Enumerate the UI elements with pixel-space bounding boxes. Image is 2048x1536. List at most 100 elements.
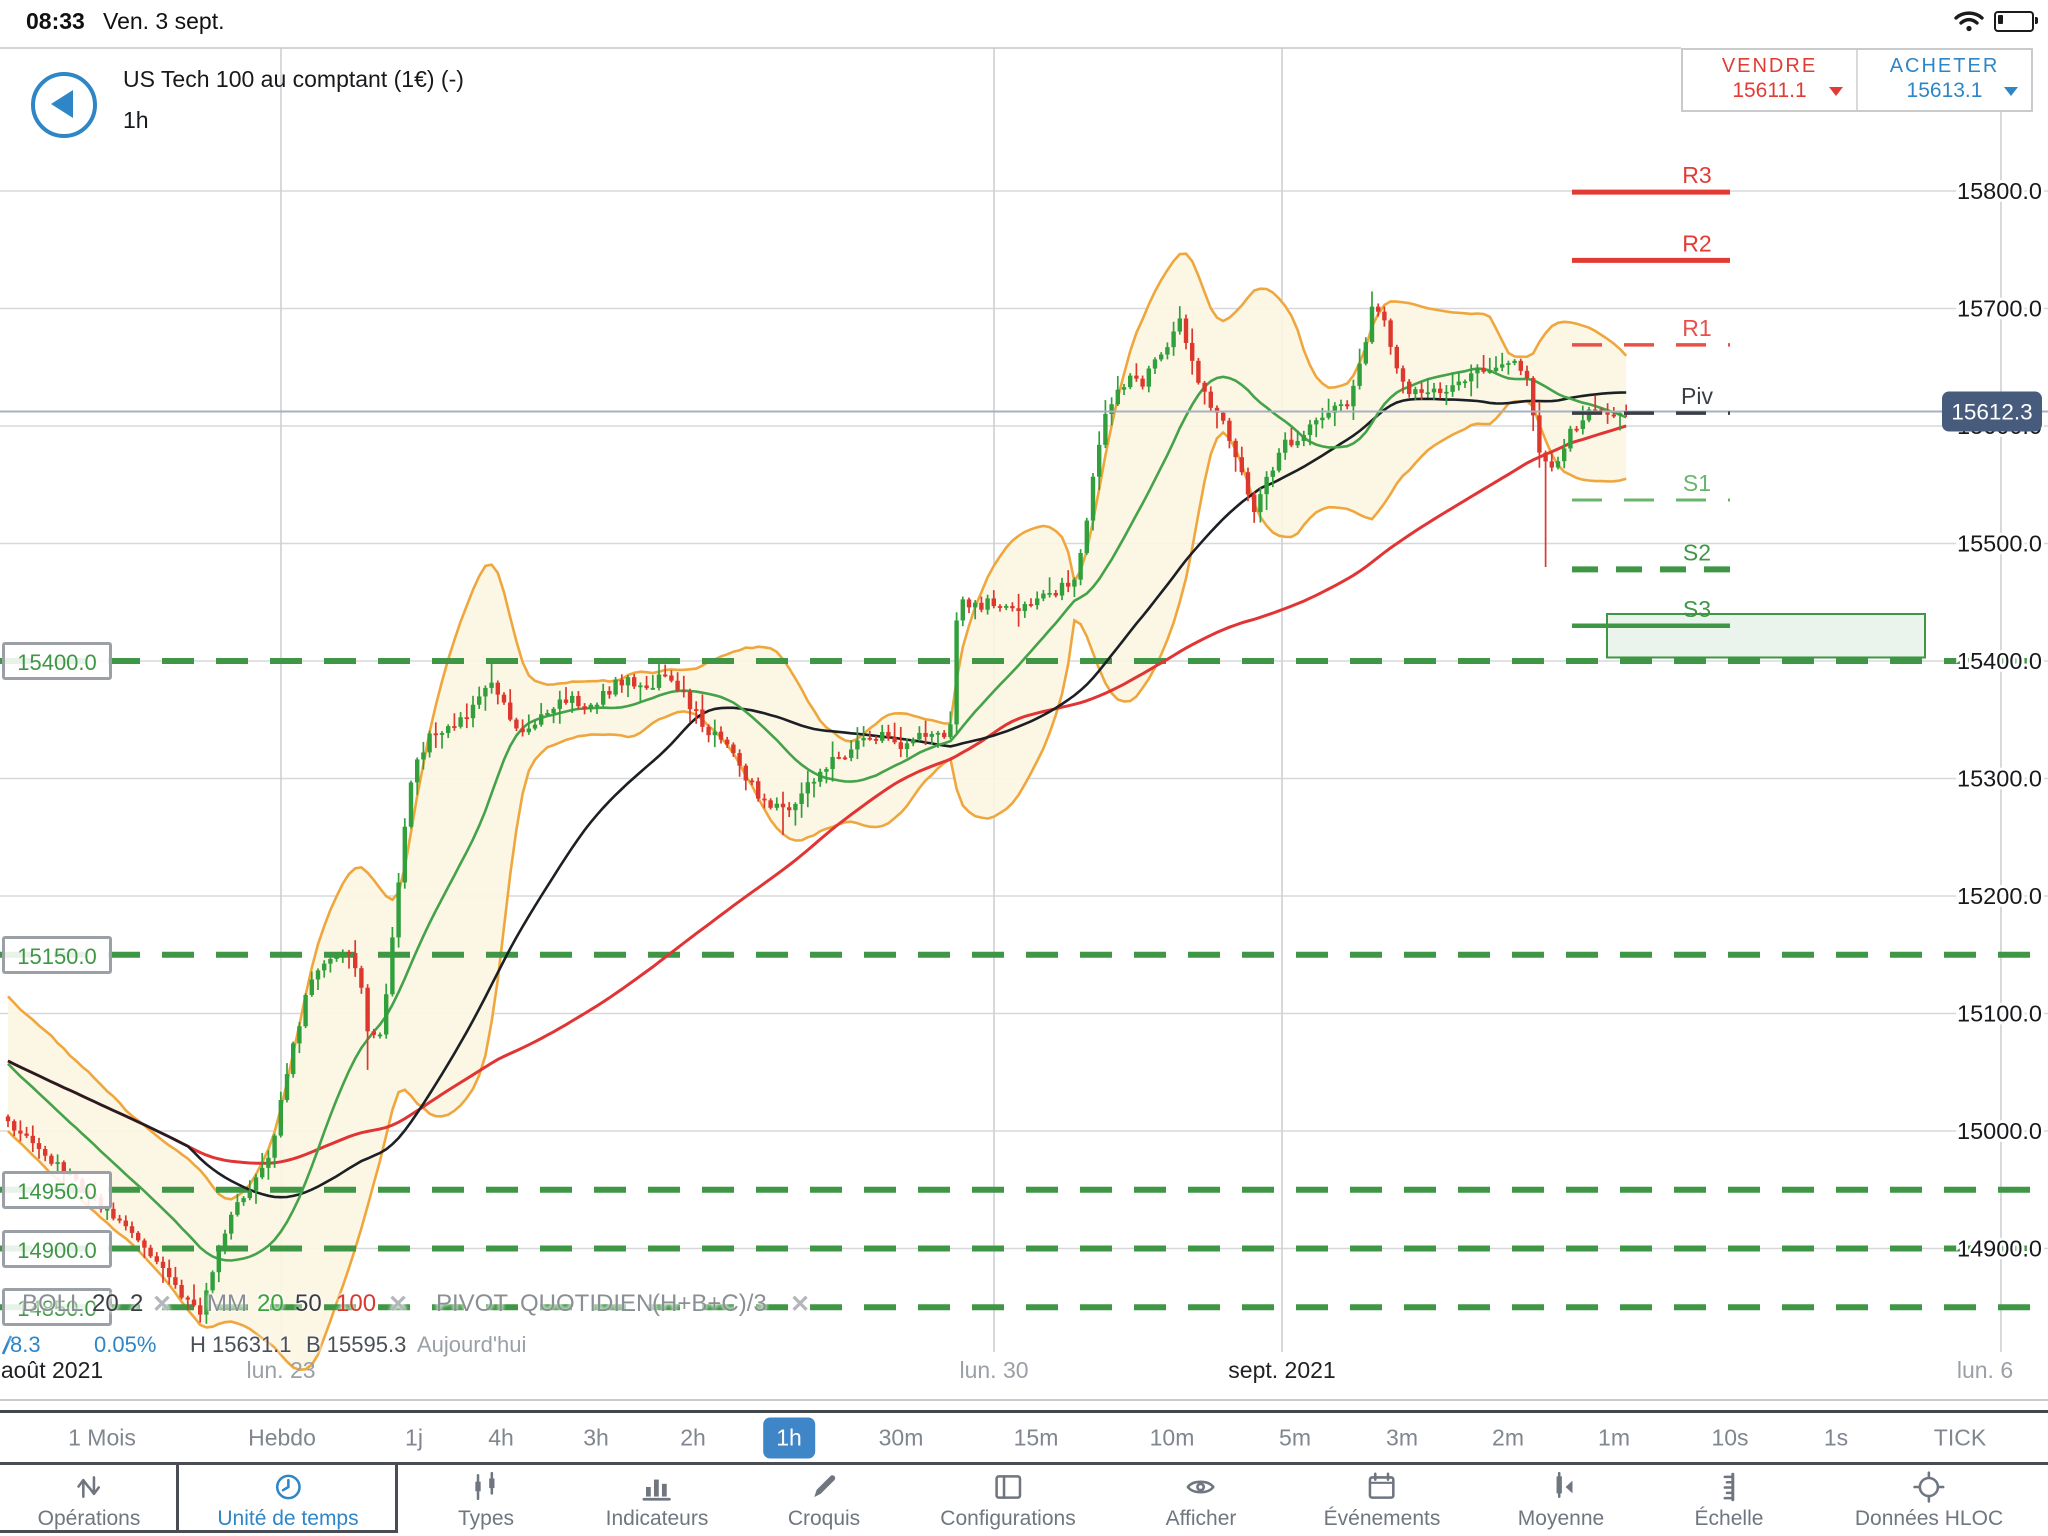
- toolbar-cell-border: [0, 1462, 179, 1533]
- mm50-line: [7, 391, 1627, 1199]
- stat-H-15631-1: H 15631.1: [190, 1332, 292, 1357]
- operations-icon: [38, 1470, 141, 1504]
- timeframe-1-mois[interactable]: 1 Mois: [68, 1424, 136, 1450]
- eye-icon: [1166, 1470, 1237, 1504]
- toolbar-item-layout[interactable]: Configurations: [940, 1470, 1076, 1531]
- indicator-remove-button[interactable]: ✕: [388, 1291, 409, 1318]
- timeframe-1j[interactable]: 1j: [405, 1424, 423, 1450]
- timeframe-30m[interactable]: 30m: [878, 1424, 924, 1450]
- toolbar-item-eye[interactable]: Afficher: [1165, 1470, 1237, 1531]
- time-axis: août 2021 lun. 23 lun. 30 sept. 2021 lun. 6: [0, 1354, 2013, 1386]
- price-axis: 15800.015700.015600.015500.015400.015300…: [1942, 175, 2045, 1265]
- status-date: Ven. 3 sept.: [103, 8, 225, 34]
- clock-icon: [217, 1470, 358, 1504]
- timeframe-1s[interactable]: 1s: [1823, 1424, 1849, 1450]
- indicator-remove-button[interactable]: ✕: [790, 1291, 811, 1318]
- sell-price: 15611.1: [1732, 79, 1807, 102]
- back-button[interactable]: [31, 72, 97, 138]
- stat-0-05-: 0.05%: [94, 1332, 157, 1357]
- moving-averages: [7, 367, 1627, 1262]
- toolbar-item-label: Événements: [1323, 1507, 1441, 1530]
- price-level-tag: 15150.0: [2, 935, 112, 974]
- timeframe-hebdo[interactable]: Hebdo: [248, 1424, 316, 1450]
- pivot-s3-zone: [1606, 613, 1926, 659]
- toolbar-item-operations[interactable]: Opérations: [38, 1470, 141, 1531]
- change-sparkline-icon: [1, 1335, 13, 1355]
- target-icon: [1855, 1470, 2003, 1504]
- buy-button[interactable]: ACHETER 15613.1: [1856, 50, 2031, 110]
- toolbar-item-target[interactable]: Données HLOC: [1855, 1470, 2003, 1531]
- pivot-label-S3: S3: [1683, 596, 1711, 622]
- price-axis-label: 15100.0: [1957, 1001, 2042, 1027]
- toolbar-item-candles[interactable]: Types: [458, 1470, 514, 1531]
- indicator-label: MM: [207, 1290, 247, 1317]
- price-level-tag: 14900.0: [2, 1229, 112, 1268]
- time-label: lun. 30: [959, 1357, 1028, 1383]
- timeframe-10s[interactable]: 10s: [1711, 1424, 1749, 1450]
- bars-icon: [606, 1470, 709, 1504]
- indicator-label: 20: [257, 1290, 284, 1317]
- toolbar-item-pencil[interactable]: Croquis: [788, 1470, 860, 1531]
- pivot-label-R3: R3: [1682, 162, 1711, 188]
- timeframe-tick[interactable]: TICK: [1933, 1424, 1987, 1450]
- indicator-label: 100: [336, 1290, 377, 1317]
- timeframe-1m[interactable]: 1m: [1598, 1424, 1630, 1450]
- toolbar-item-bars[interactable]: Indicateurs: [606, 1470, 709, 1531]
- mm100-line: [7, 424, 1627, 1165]
- pivot-label-R1: R1: [1682, 315, 1711, 341]
- toolbar-item-clock[interactable]: Unité de temps: [217, 1470, 359, 1531]
- session-stats: 8.3 0.05% H 15631.1 B 15595.3 Aujourd'hui: [0, 1332, 2048, 1360]
- price-axis-label: 15200.0: [1957, 883, 2042, 909]
- timeframe-2m[interactable]: 2m: [1492, 1424, 1524, 1450]
- indicator-label: 50: [295, 1290, 322, 1317]
- timeframe-5m[interactable]: 5m: [1279, 1424, 1311, 1450]
- pivot-label-Piv: Piv: [1681, 383, 1713, 409]
- toolbar-item-label: Croquis: [787, 1507, 861, 1530]
- status-time: 08:33: [26, 8, 85, 34]
- timeframe-15m[interactable]: 15m: [1013, 1424, 1059, 1450]
- time-label: août 2021: [1, 1357, 103, 1383]
- price-level-tag: 14950.0: [2, 1170, 112, 1209]
- toolbar-item-label: Unité de temps: [217, 1507, 359, 1530]
- indicator-remove-button[interactable]: ✕: [152, 1291, 173, 1318]
- bottom-toolbar: Opérations Unité de temps Types Indicateurs…: [0, 1462, 2048, 1536]
- instrument-title: US Tech 100 au comptant (1€) (-): [123, 66, 464, 92]
- price-axis-label: 15500.0: [1957, 531, 2042, 557]
- average-icon: [1518, 1470, 1604, 1504]
- timeframe-3m[interactable]: 3m: [1386, 1424, 1418, 1450]
- chart-interval-label: 1h: [123, 107, 149, 133]
- indicator-label: 2: [130, 1290, 144, 1317]
- sell-caret-icon: [1829, 87, 1843, 96]
- indicator-label: QUOTIDIEN: [520, 1290, 654, 1317]
- timeframe-bar: 1 Mois Hebdo 1j 4h 3h 2h 1h 30m 15m 10m 5m 3m 2m 1m 10…: [0, 1413, 2048, 1462]
- time-label: lun. 23: [246, 1357, 315, 1383]
- indicator-bar: BOLL 20 2 ✕ MM 20 50 100 ✕ PIVOT QUOTIDIEN (H+B+C)/…: [0, 1290, 2048, 1326]
- price-chart[interactable]: R3 R2 R1 Piv S1 S2 S3 août 2021 lun. 23 lun. 30 se…: [0, 0, 2048, 1412]
- timeframe-3h[interactable]: 3h: [583, 1424, 609, 1450]
- buy-caret-icon: [2004, 87, 2018, 96]
- pivot-label-S1: S1: [1683, 470, 1711, 496]
- toolbar-item-label: Moyenne: [1517, 1507, 1605, 1530]
- indicator-label: BOLL: [22, 1290, 84, 1317]
- pivot-label-R2: R2: [1682, 230, 1711, 256]
- toolbar-item-ruler[interactable]: Échelle: [1695, 1470, 1763, 1531]
- time-label: lun. 6: [1957, 1357, 2013, 1383]
- bottom-panel-separator: [0, 1410, 2048, 1413]
- stat-Aujourd-hui: Aujourd'hui: [417, 1332, 527, 1357]
- timeframe-1h[interactable]: 1h: [763, 1417, 815, 1458]
- toolbar-cell-border: [179, 1462, 398, 1533]
- price-axis-label: 14900.0: [1957, 1236, 2042, 1262]
- candles-icon: [458, 1470, 514, 1504]
- price-level-tag: 15400.0: [2, 642, 112, 680]
- toolbar-item-average[interactable]: Moyenne: [1518, 1470, 1604, 1531]
- price-axis-label: 15700.0: [1957, 296, 2042, 322]
- timeframe-2h[interactable]: 2h: [680, 1424, 706, 1450]
- toolbar-item-calendar[interactable]: Événements: [1323, 1470, 1441, 1531]
- toolbar-item-label: Afficher: [1165, 1507, 1237, 1530]
- timeframe-4h[interactable]: 4h: [488, 1424, 514, 1450]
- sell-button[interactable]: VENDRE 15611.1: [1683, 50, 1856, 110]
- current-price-tag: [1942, 391, 2042, 432]
- timeframe-10m[interactable]: 10m: [1149, 1424, 1195, 1450]
- indicator-label: 20: [92, 1290, 119, 1317]
